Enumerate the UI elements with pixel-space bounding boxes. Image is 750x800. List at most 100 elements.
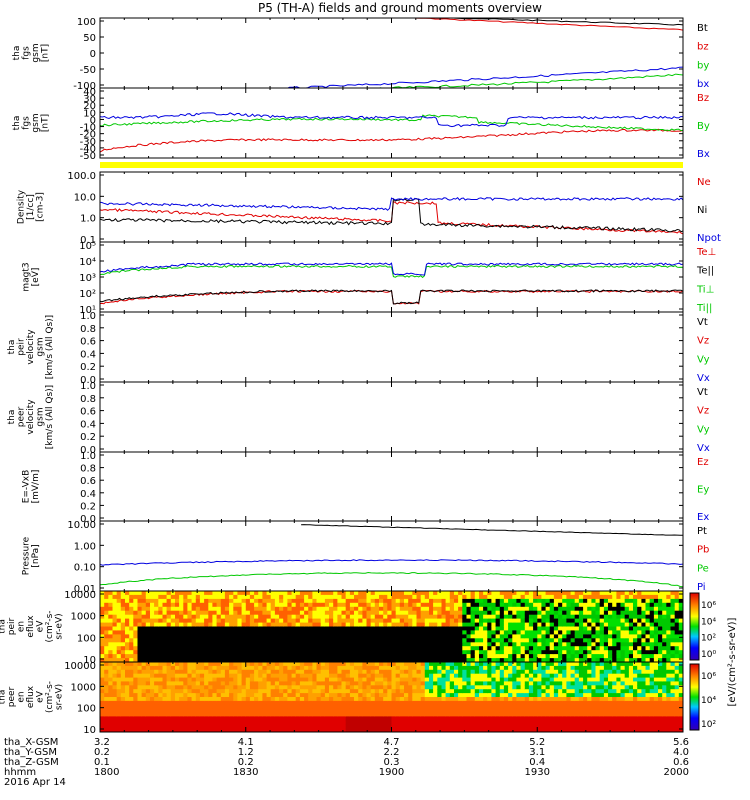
spectrogram-cell [245, 591, 251, 596]
spectrogram-cell [324, 728, 330, 732]
spectrogram-cell [541, 622, 547, 627]
spectrogram-cell [141, 728, 147, 732]
spectrogram-cell [578, 630, 584, 635]
spectrogram-cell [358, 626, 363, 631]
spectrogram-cell [187, 669, 193, 675]
spectrogram-cell [379, 654, 384, 659]
spectrogram-cell [312, 724, 318, 729]
spectrogram-cell [195, 602, 201, 608]
spectrogram-cell [208, 685, 213, 690]
spectrogram-cell [591, 618, 597, 623]
spectrogram-cell [379, 665, 384, 671]
spectrogram-cell [175, 662, 180, 667]
spectrogram-cell [166, 708, 172, 714]
spectrogram-cell [454, 681, 459, 686]
spectrogram-cell [549, 614, 555, 620]
spectrogram-cell [283, 594, 288, 600]
spectrogram-cell [566, 598, 572, 604]
spectrogram-cell [420, 662, 426, 667]
spectrogram-cell [312, 598, 318, 604]
spectrogram-cell [649, 594, 655, 600]
spectrogram-cell [674, 606, 680, 612]
spectrogram-cell [312, 594, 318, 600]
spectrogram-cell [449, 697, 455, 702]
spectrogram-cell [433, 669, 438, 675]
spectrogram-cell [187, 673, 193, 679]
spectrogram-cell [387, 594, 392, 600]
spectrogram-cell [158, 724, 163, 729]
spectrogram-cell [270, 685, 276, 690]
spectrogram-cell [354, 634, 359, 639]
spectrogram-cell [508, 602, 513, 608]
spectrogram-cell [166, 669, 172, 675]
spectrogram-cell [445, 689, 451, 694]
spectrogram-cell [408, 693, 413, 698]
spectrogram-cell [495, 716, 501, 721]
spectrogram-cell [100, 610, 105, 616]
spectrogram-cell [491, 638, 497, 643]
spectrogram-cell [470, 598, 476, 604]
legend-entry: Pe [697, 563, 709, 574]
spectrogram-cell [145, 665, 151, 671]
spectrogram-cell [362, 630, 368, 635]
spectrogram-cell [104, 591, 109, 596]
spectrogram-cell [241, 708, 247, 714]
spectrogram-cell [224, 594, 230, 600]
spectrogram-cell [412, 689, 417, 694]
spectrogram-cell [454, 662, 459, 667]
spectrogram-cell [662, 630, 667, 635]
spectrogram-cell [358, 677, 363, 682]
spectrogram-cell [237, 689, 243, 694]
spectrogram-cell [212, 677, 218, 682]
spectrogram-cell [279, 662, 284, 667]
spectrogram-cell [266, 662, 272, 667]
spectrogram-cell [270, 697, 276, 702]
spectrogram-cell [312, 669, 318, 675]
spectrogram-cell [175, 630, 180, 635]
spectrogram-cell [170, 610, 176, 616]
spectrogram-cell [512, 606, 517, 612]
spectrogram-cell [637, 638, 642, 643]
spectrogram-cell [129, 650, 134, 655]
spectrogram-cell [183, 606, 188, 612]
spectrogram-cell [454, 642, 459, 647]
spectrogram-cell [258, 662, 263, 667]
spectrogram-cell [433, 704, 438, 710]
spectrogram-cell [412, 610, 417, 616]
spectrogram-cell [150, 665, 155, 671]
spectrogram-cell [175, 646, 180, 651]
spectrogram-cell [341, 591, 347, 596]
spectrogram-cell [162, 642, 168, 647]
spectrogram-cell [470, 602, 476, 608]
spectrogram-cell [220, 602, 226, 608]
spectrogram-cell [162, 700, 168, 706]
spectrogram-cell [462, 665, 467, 671]
spectrogram-cell [216, 622, 222, 627]
spectrogram-cell [645, 650, 651, 655]
spectrogram-cell [166, 634, 172, 639]
spectrogram-cell [299, 614, 305, 620]
spectrogram-cell [145, 724, 151, 729]
spectrogram-cell [137, 662, 143, 667]
spectrogram-cell [104, 642, 109, 647]
spectrogram-cell [179, 681, 184, 686]
spectrogram-cell [383, 638, 388, 643]
y-tick-label: 0.6 [80, 337, 96, 348]
spectrogram-cell [112, 685, 118, 690]
spectrogram-cell [537, 610, 542, 616]
spectrogram-cell [116, 720, 122, 725]
spectrogram-cell [487, 594, 492, 600]
spectrogram-cell [299, 697, 305, 702]
spectrogram-cell [662, 650, 667, 655]
spectrogram-cell [145, 685, 151, 690]
spectrogram-cell [166, 716, 172, 721]
spectrogram-cell [491, 689, 497, 694]
spectrogram-cell [479, 658, 484, 662]
spectrogram-cell [150, 602, 155, 608]
spectrogram-cell [387, 693, 392, 698]
spectrogram-cell [224, 654, 230, 659]
spectrogram-cell [645, 646, 651, 651]
spectrogram-cell [624, 614, 630, 620]
spectrogram-cell [441, 704, 447, 710]
spectrogram-cell [516, 654, 522, 659]
